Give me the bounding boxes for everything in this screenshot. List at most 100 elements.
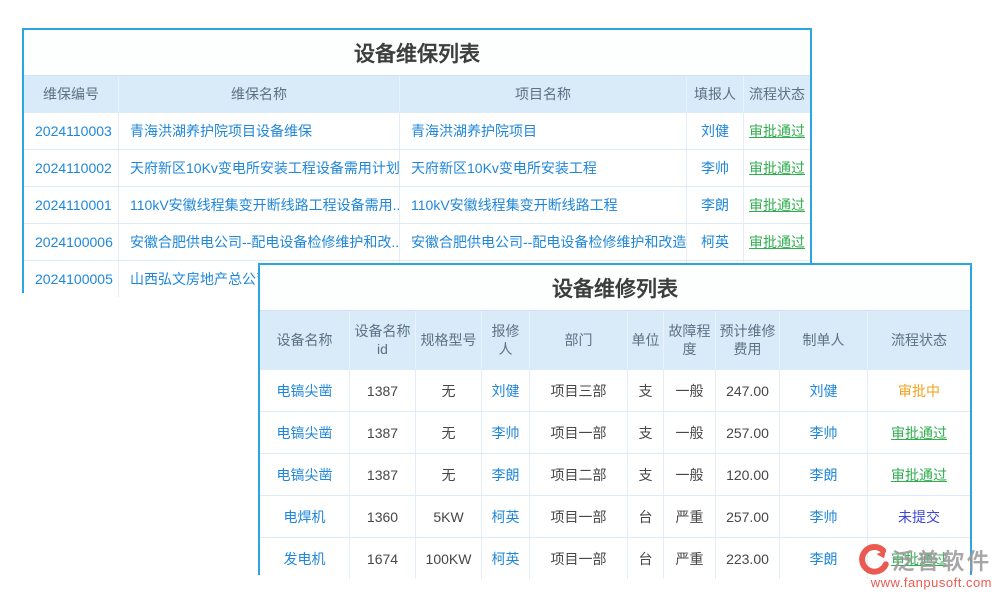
- repair-reporter-name: 柯英: [482, 496, 530, 537]
- repair-list-card: 设备维修列表 设备名称 设备名称id 规格型号 报修人 部门 单位 故障程度 预…: [258, 263, 972, 579]
- device-name-link[interactable]: 电焊机: [260, 496, 350, 537]
- col-header-flow-status: 流程状态: [749, 85, 805, 102]
- col-header-creator: 制单人: [780, 311, 868, 369]
- col-header-flow-status: 流程状态: [891, 331, 947, 348]
- maint-name-link[interactable]: 安徽合肥供电公司--配电设备检修维护和改...: [119, 224, 400, 260]
- col-header-device-name: 设备名称: [260, 311, 350, 369]
- table-row[interactable]: 2024110003 青海洪湖养护院项目设备维保 青海洪湖养护院项目 刘健 审批…: [24, 112, 810, 149]
- maint-id-link[interactable]: 2024110002: [24, 150, 119, 186]
- table-row[interactable]: 2024100006 安徽合肥供电公司--配电设备检修维护和改... 安徽合肥供…: [24, 223, 810, 260]
- unit-value: 支: [628, 370, 664, 411]
- device-name-link[interactable]: 电镐尖凿: [260, 370, 350, 411]
- status-link[interactable]: 审批通过: [749, 160, 805, 176]
- project-name-link[interactable]: 天府新区10Kv变电所安装工程: [400, 150, 687, 186]
- table-row[interactable]: 电镐尖凿 1387 无 李帅 项目一部 支 一般 257.00 李帅 审批通过: [260, 411, 970, 453]
- repair-reporter-name: 李朗: [482, 454, 530, 495]
- col-header-device-id: 设备名称id: [350, 311, 416, 369]
- table-row[interactable]: 电焊机 1360 5KW 柯英 项目一部 台 严重 257.00 李帅 未提交: [260, 495, 970, 537]
- est-cost-value: 257.00: [716, 496, 780, 537]
- maint-name-link[interactable]: 天府新区10Kv变电所安装工程设备需用计划: [119, 150, 400, 186]
- reporter-name: 李帅: [687, 150, 744, 186]
- col-header-project-name: 项目名称: [400, 76, 687, 112]
- unit-value: 支: [628, 412, 664, 453]
- device-id-value: 1674: [350, 538, 416, 579]
- repair-reporter-name: 李帅: [482, 412, 530, 453]
- maint-id-link[interactable]: 2024100005: [24, 261, 119, 297]
- status-link[interactable]: 审批通过: [891, 424, 947, 441]
- table-row[interactable]: 电镐尖凿 1387 无 刘健 项目三部 支 一般 247.00 刘健 审批中: [260, 369, 970, 411]
- fanpu-logo-icon: [859, 544, 889, 575]
- unit-value: 台: [628, 496, 664, 537]
- device-name-link[interactable]: 电镐尖凿: [260, 454, 350, 495]
- device-id-value: 1387: [350, 412, 416, 453]
- status-link[interactable]: 审批通过: [749, 234, 805, 250]
- creator-name: 李朗: [780, 454, 868, 495]
- spec-value: 100KW: [416, 538, 482, 579]
- status-link[interactable]: 未提交: [898, 508, 940, 525]
- table-row[interactable]: 电镐尖凿 1387 无 李朗 项目二部 支 一般 120.00 李朗 审批通过: [260, 453, 970, 495]
- status-link[interactable]: 审批通过: [891, 466, 947, 483]
- severity-value: 一般: [664, 454, 716, 495]
- col-header-repair-reporter: 报修人: [482, 311, 530, 369]
- col-header-maint-id: 维保编号: [24, 76, 119, 112]
- creator-name: 李帅: [780, 496, 868, 537]
- creator-name: 李朗: [780, 538, 868, 579]
- repair-reporter-name: 刘健: [482, 370, 530, 411]
- creator-name: 刘健: [780, 370, 868, 411]
- maint-id-link[interactable]: 2024110001: [24, 187, 119, 223]
- maint-id-link[interactable]: 2024110003: [24, 113, 119, 149]
- col-header-est-cost: 预计维修费用: [716, 311, 780, 369]
- table-row[interactable]: 2024110001 110kV安徽线程集变开断线路工程设备需用... 110k…: [24, 186, 810, 223]
- department-value: 项目一部: [530, 538, 628, 579]
- device-id-value: 1387: [350, 454, 416, 495]
- spec-value: 5KW: [416, 496, 482, 537]
- maintenance-list-card: 设备维保列表 维保编号 维保名称 项目名称 填报人 流程状态 202411000…: [22, 28, 812, 297]
- spec-value: 无: [416, 412, 482, 453]
- department-value: 项目一部: [530, 496, 628, 537]
- device-id-value: 1360: [350, 496, 416, 537]
- device-id-value: 1387: [350, 370, 416, 411]
- department-value: 项目三部: [530, 370, 628, 411]
- status-link[interactable]: 审批通过: [891, 550, 947, 567]
- severity-value: 一般: [664, 412, 716, 453]
- department-value: 项目一部: [530, 412, 628, 453]
- vendor-watermark: 泛普软件 www.fanpusoft.com: [856, 543, 992, 590]
- col-header-severity: 故障程度: [664, 311, 716, 369]
- col-header-reporter: 填报人: [687, 76, 744, 112]
- maint-name-link[interactable]: 青海洪湖养护院项目设备维保: [119, 113, 400, 149]
- device-name-link[interactable]: 发电机: [260, 538, 350, 579]
- status-link[interactable]: 审批通过: [749, 123, 805, 139]
- watermark-brand-text: 泛普软件: [891, 549, 992, 574]
- spec-value: 无: [416, 370, 482, 411]
- col-header-maint-name: 维保名称: [119, 76, 400, 112]
- unit-value: 台: [628, 538, 664, 579]
- device-name-link[interactable]: 电镐尖凿: [260, 412, 350, 453]
- watermark-url-text: www.fanpusoft.com: [870, 575, 992, 590]
- repair-list-title: 设备维修列表: [260, 265, 970, 310]
- repair-reporter-name: 柯英: [482, 538, 530, 579]
- reporter-name: 柯英: [687, 224, 744, 260]
- project-name-link[interactable]: 安徽合肥供电公司--配电设备检修维护和改造: [400, 224, 687, 260]
- unit-value: 支: [628, 454, 664, 495]
- maintenance-header-row: 维保编号 维保名称 项目名称 填报人 流程状态: [24, 75, 810, 112]
- est-cost-value: 247.00: [716, 370, 780, 411]
- maint-id-link[interactable]: 2024100006: [24, 224, 119, 260]
- project-name-link[interactable]: 青海洪湖养护院项目: [400, 113, 687, 149]
- table-row[interactable]: 2024110002 天府新区10Kv变电所安装工程设备需用计划 天府新区10K…: [24, 149, 810, 186]
- severity-value: 一般: [664, 370, 716, 411]
- col-header-unit: 单位: [628, 311, 664, 369]
- maint-name-link[interactable]: 110kV安徽线程集变开断线路工程设备需用...: [119, 187, 400, 223]
- table-row[interactable]: 发电机 1674 100KW 柯英 项目一部 台 严重 223.00 李朗 审批…: [260, 537, 970, 579]
- est-cost-value: 223.00: [716, 538, 780, 579]
- spec-value: 无: [416, 454, 482, 495]
- status-link[interactable]: 审批通过: [749, 197, 805, 213]
- creator-name: 李帅: [780, 412, 868, 453]
- col-header-department: 部门: [530, 311, 628, 369]
- maintenance-list-title: 设备维保列表: [24, 30, 810, 75]
- est-cost-value: 120.00: [716, 454, 780, 495]
- severity-value: 严重: [664, 538, 716, 579]
- status-link[interactable]: 审批中: [898, 382, 940, 399]
- col-header-spec-model: 规格型号: [416, 311, 482, 369]
- severity-value: 严重: [664, 496, 716, 537]
- project-name-link[interactable]: 110kV安徽线程集变开断线路工程: [400, 187, 687, 223]
